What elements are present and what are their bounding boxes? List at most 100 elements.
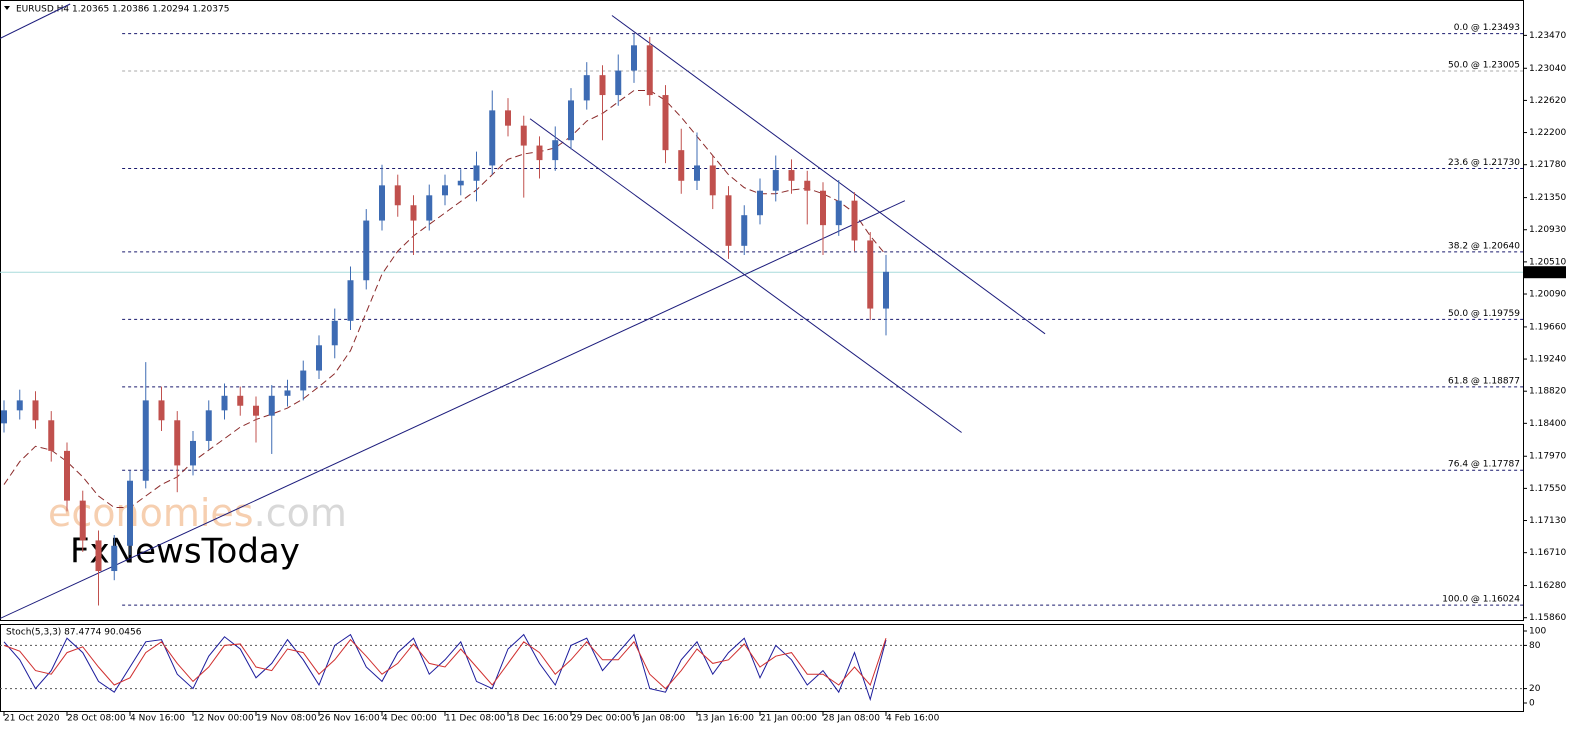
candle-body	[631, 45, 637, 71]
chart-title: EURUSD,H4 1.20365 1.20386 1.20294 1.2037…	[16, 5, 229, 15]
candle-body	[300, 370, 307, 391]
main-panel	[0, 0, 1524, 621]
candle-body	[552, 140, 559, 161]
y-tick-label: 1.16710	[1529, 548, 1566, 558]
candle-body	[725, 195, 732, 246]
y-tick-label: 1.18820	[1529, 387, 1566, 397]
x-tick-label: 26 Nov 16:00	[319, 714, 380, 724]
candle-body	[142, 400, 149, 481]
fib-label: 23.6 @ 1.21730	[1448, 158, 1520, 168]
candle-body	[363, 220, 370, 281]
candle-body	[757, 190, 763, 216]
trendline	[529, 118, 962, 433]
y-tick-label: 1.19240	[1529, 355, 1566, 365]
y-tick-label: 1.17550	[1529, 484, 1566, 494]
candle-body	[32, 400, 39, 421]
x-tick-label: 19 Nov 08:00	[256, 714, 317, 724]
x-tick-label: 18 Dec 16:00	[508, 714, 569, 724]
x-tick-label: 28 Jan 08:00	[823, 714, 880, 724]
candle-body	[599, 75, 606, 96]
x-tick-label: 4 Dec 00:00	[382, 714, 437, 724]
candle-body	[694, 165, 700, 181]
y-tick-label: 20	[1529, 684, 1541, 694]
candle-body	[804, 180, 811, 191]
watermark: economies.com	[48, 491, 347, 535]
trendline	[611, 15, 1046, 335]
candle-body	[835, 200, 842, 226]
y-tick-label: 1.21350	[1529, 193, 1566, 203]
y-tick-label: 80	[1529, 641, 1541, 651]
y-tick-label: 1.17130	[1529, 516, 1566, 526]
y-tick-label: 100	[1529, 627, 1546, 637]
y-tick-label: 1.20930	[1529, 225, 1566, 235]
candle-body	[394, 185, 401, 206]
candle-body	[1, 410, 7, 424]
candle-body	[820, 190, 826, 226]
trendline	[0, 200, 906, 619]
y-tick-label: 1.18400	[1529, 419, 1566, 429]
candle-body	[158, 400, 165, 421]
watermark-text: FxNewsToday	[70, 532, 300, 572]
candle-body	[331, 320, 338, 346]
x-tick-label: 21 Oct 2020	[4, 714, 60, 724]
x-tick-label: 29 Dec 00:00	[571, 714, 632, 724]
stoch-title: Stoch(5,3,3) 87.4774 90.0456	[6, 628, 142, 638]
candle-body	[867, 240, 874, 309]
current-price-box	[1524, 266, 1566, 279]
current-price-label: 1.20375	[1528, 268, 1565, 278]
candle-body	[678, 150, 685, 181]
candle-body	[568, 100, 574, 141]
candle-body	[662, 95, 669, 151]
x-tick-label: 11 Dec 08:00	[445, 714, 506, 724]
y-tick-label: 1.20090	[1529, 290, 1566, 300]
candle-body	[520, 125, 527, 146]
candle-body	[111, 545, 118, 572]
x-tick-label: 6 Jan 08:00	[634, 714, 686, 724]
y-tick-label: 1.15860	[1529, 613, 1566, 623]
y-tick-label: 1.17970	[1529, 452, 1566, 462]
candle-body	[205, 410, 212, 441]
stoch-panel	[0, 624, 1524, 712]
fib-label: 38.2 @ 1.20640	[1448, 241, 1520, 251]
candle-body	[174, 420, 181, 466]
candle-body	[615, 70, 622, 96]
y-tick-label: 1.23470	[1529, 31, 1566, 41]
symbol-menu[interactable]	[4, 6, 10, 10]
candle-body	[410, 205, 417, 221]
candle-body	[79, 500, 86, 541]
y-tick-label: 1.19660	[1529, 322, 1566, 332]
candle-body	[646, 45, 653, 96]
trendline	[0, 3, 71, 39]
watermark-text: economies	[48, 491, 254, 535]
candle-body	[379, 185, 385, 221]
candle-body	[347, 280, 354, 321]
candle-body	[851, 200, 858, 241]
fib-label: 50.0 @ 1.19759	[1448, 309, 1520, 319]
fib-label: 100.0 @ 1.16024	[1442, 595, 1520, 605]
candle-body	[48, 420, 55, 451]
candle-body	[426, 195, 433, 221]
candle-body	[473, 165, 480, 181]
candle-body	[190, 440, 196, 466]
x-tick-label: 12 Nov 00:00	[193, 714, 254, 724]
candle-body	[268, 395, 275, 416]
candle-body	[788, 170, 795, 181]
stoch-line	[3, 633, 887, 702]
x-tick-label: 4 Feb 16:00	[886, 714, 940, 724]
candle-body	[95, 540, 102, 572]
y-tick-label: 0	[1529, 699, 1535, 709]
candle-body	[253, 405, 259, 416]
watermark-text: .com	[254, 491, 347, 535]
fib-label: 0.0 @ 1.23493	[1454, 23, 1520, 33]
candle-body	[489, 110, 496, 166]
candle-body	[237, 395, 244, 406]
candle-body	[741, 215, 748, 246]
candle-body	[284, 390, 291, 396]
y-tick-label: 1.22620	[1529, 96, 1566, 106]
fib-label: 76.4 @ 1.17787	[1448, 460, 1520, 470]
fib-label: 50.0 @ 1.23005	[1448, 60, 1520, 70]
y-tick-label: 1.16280	[1529, 581, 1566, 591]
y-tick-label: 1.22200	[1529, 128, 1566, 138]
